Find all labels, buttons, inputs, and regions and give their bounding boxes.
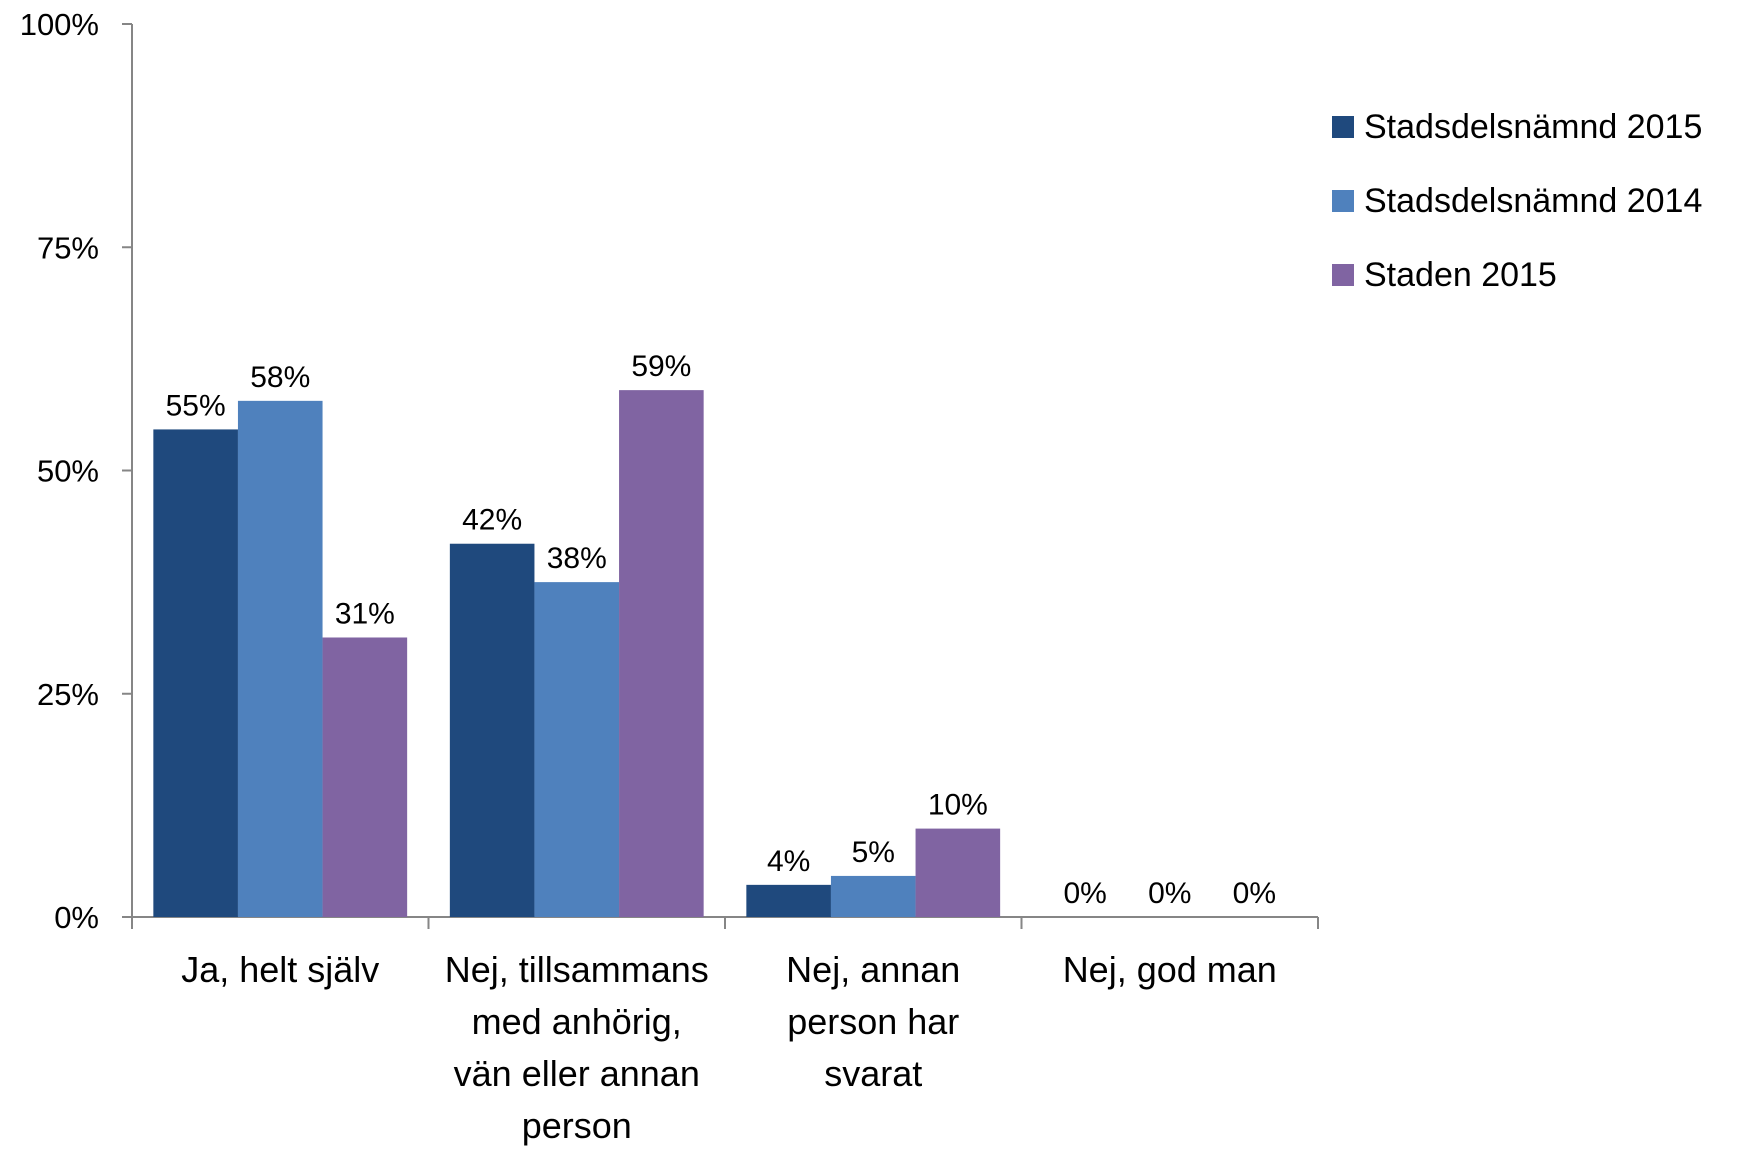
legend-label: Stadsdelsnämnd 2014 (1364, 182, 1702, 220)
data-label: 55% (166, 389, 226, 422)
legend-label: Staden 2015 (1364, 256, 1557, 294)
data-labels: 55% 42% 4% 0% 58% 38% 5% 0% 31% 59% 10% 0% (166, 350, 1276, 910)
data-label: 38% (547, 542, 607, 575)
bar (915, 828, 1001, 917)
legend-swatch (1332, 190, 1354, 212)
y-tick-label: 0% (54, 900, 99, 935)
data-label: 58% (250, 361, 310, 394)
x-category-label: svarat (824, 1053, 922, 1094)
data-label: 4% (767, 845, 810, 878)
legend-label: Stadsdelsnämnd 2015 (1364, 108, 1702, 146)
data-label: 5% (852, 836, 895, 869)
bars (153, 390, 1001, 917)
x-axis: Ja, helt själv Nej, tillsammans med anhöri… (131, 916, 1319, 1146)
legend-swatch (1332, 116, 1354, 138)
bar (153, 429, 238, 917)
y-tick-label: 100% (20, 7, 99, 42)
bar (534, 582, 620, 917)
bar (746, 884, 831, 917)
x-category-label: Nej, tillsammans (445, 949, 709, 990)
y-tick-label: 50% (37, 454, 99, 489)
x-category-label: Nej, god man (1063, 949, 1277, 990)
x-category-label: med anhörig, (472, 1001, 682, 1042)
legend: Stadsdelsnämnd 2015 Stadsdelsnämnd 2014 St… (1332, 108, 1702, 294)
bar (237, 400, 323, 917)
data-label: 42% (462, 504, 522, 537)
x-category-label: Ja, helt själv (181, 949, 379, 990)
bar (322, 637, 408, 917)
bar (830, 875, 916, 917)
x-category-label: person har (787, 1001, 959, 1042)
legend-swatch (1332, 264, 1354, 286)
data-label: 10% (928, 789, 988, 822)
y-tick-label: 25% (37, 677, 99, 712)
x-category-label: Nej, annan (786, 949, 960, 990)
data-label: 0% (1148, 877, 1191, 910)
bar (619, 390, 704, 917)
bar (449, 543, 535, 917)
x-category-label: person (522, 1105, 632, 1146)
y-axis: 0% 25% 50% 75% 100% (20, 7, 133, 935)
data-label: 59% (631, 350, 691, 383)
y-tick-label: 75% (37, 230, 99, 265)
data-label: 0% (1063, 877, 1106, 910)
x-category-label: vän eller annan (454, 1053, 700, 1094)
data-label: 31% (335, 597, 395, 630)
data-label: 0% (1233, 877, 1276, 910)
